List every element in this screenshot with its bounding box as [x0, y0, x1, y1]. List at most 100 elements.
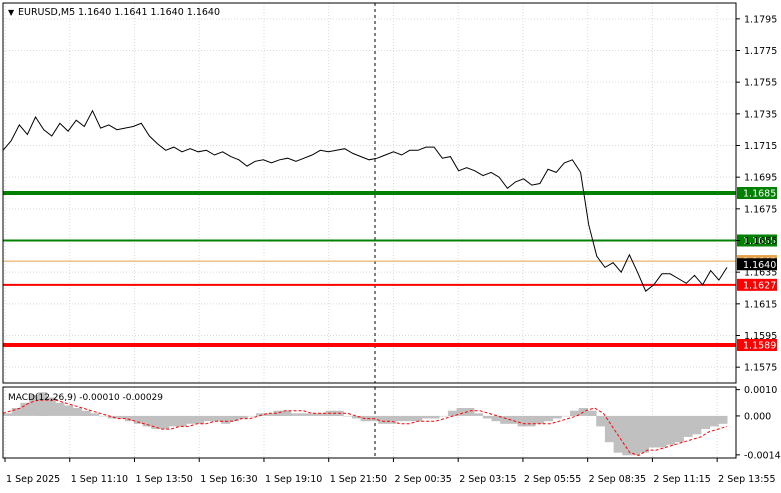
- macd-hist-bar: [543, 415, 553, 422]
- macd-hist-bar: [639, 415, 649, 453]
- macd-hist-bar: [683, 415, 693, 437]
- level-tag: [737, 258, 777, 271]
- macd-hist-bar: [631, 415, 641, 456]
- y-tick-label: 1.1755: [744, 78, 777, 89]
- y-tick-label: 1.1595: [744, 331, 777, 342]
- macd-hist-bar: [561, 415, 571, 417]
- macd-hist-bar: [718, 415, 728, 424]
- macd-hist-bar: [622, 415, 632, 456]
- macd-hist-bar: [72, 408, 82, 416]
- x-tick-label: 2 Sep 03:15: [459, 474, 516, 485]
- macd-hist-bar: [264, 413, 274, 416]
- x-tick-label: 1 Sep 11:10: [71, 474, 128, 485]
- macd-y-tick-label: 0.0010: [744, 385, 777, 396]
- macd-hist-bar: [46, 397, 56, 416]
- level-tag-label: 1.1685: [743, 189, 776, 200]
- macd-hist-bar: [282, 410, 292, 416]
- macd-hist-bar: [212, 415, 222, 422]
- macd-hist-bar: [613, 415, 623, 453]
- macd-hist-bar: [299, 413, 309, 416]
- macd-hist-bar: [709, 415, 719, 427]
- macd-hist-bar: [3, 413, 13, 416]
- x-tick-label: 1 Sep 16:30: [200, 474, 257, 485]
- macd-hist-bar: [517, 415, 527, 427]
- macd-panel-border: [2, 386, 737, 459]
- macd-hist-bar: [421, 415, 431, 419]
- macd-hist-bar: [64, 405, 74, 416]
- macd-hist-bar: [665, 415, 676, 445]
- macd-y-tick-label: 0.000: [744, 411, 771, 422]
- y-tick-label: 1.1655: [744, 236, 777, 247]
- macd-hist-bar: [55, 402, 65, 416]
- macd-hist-bar: [99, 415, 109, 417]
- axis-labels: 1 Sep 2025 1 Sep 11:10 1 Sep 13:50 1 Sep 16…: [4, 14, 781, 485]
- macd-hist-bar: [413, 415, 423, 422]
- macd-hist-bar: [256, 413, 266, 416]
- x-tick-label: 1 Sep 21:50: [330, 474, 387, 485]
- macd-hist-bar: [273, 410, 283, 416]
- y-tick-label: 1.1575: [744, 363, 777, 374]
- macd-hist-bar: [386, 415, 396, 424]
- macd-hist-bar: [526, 415, 536, 427]
- x-tick-label: 2 Sep 00:35: [394, 474, 451, 485]
- macd-hist-bar: [81, 410, 91, 416]
- chart-symbol-arrow[interactable]: ▼: [8, 8, 15, 17]
- macd-hist-bar: [474, 413, 484, 416]
- macd-hist-bar: [308, 413, 318, 416]
- macd-hist-bar: [648, 415, 658, 448]
- level-tag-label: 1.1655: [743, 236, 776, 247]
- macd-hist-bar: [229, 415, 239, 422]
- macd-label: MACD(12,26,9) -0.00010 -0.00029: [8, 393, 163, 403]
- macd-hist-bar: [317, 413, 327, 416]
- macd-hist-bar: [535, 415, 545, 424]
- macd-hist-bar: [194, 415, 205, 424]
- macd-hist-bar: [552, 415, 562, 419]
- macd-hist-bar: [37, 392, 48, 416]
- x-tick-label: 1 Sep 2025: [6, 474, 60, 485]
- x-tick-label: 1 Sep 13:50: [135, 474, 192, 485]
- macd-hist-bar: [456, 408, 466, 416]
- x-tick-label: 1 Sep 19:10: [265, 474, 322, 485]
- macd-hist-bar: [151, 415, 161, 429]
- y-tick-label: 1.1615: [744, 299, 777, 310]
- macd-hist-bar: [160, 415, 170, 429]
- macd-hist-bar: [247, 415, 257, 417]
- macd-y-tick-label: -0.00148: [744, 450, 781, 461]
- y-tick-label: 1.1715: [744, 141, 777, 152]
- y-tick-label: 1.1675: [744, 204, 777, 215]
- grid: [3, 3, 736, 458]
- macd-hist-bar: [133, 415, 143, 424]
- macd-hist-bar: [378, 415, 388, 424]
- macd-hist-bar: [430, 415, 440, 419]
- x-tick-label: 2 Sep 13:55: [718, 474, 775, 485]
- y-tick-label: 1.1775: [744, 46, 777, 57]
- macd-hist-bar: [20, 402, 30, 416]
- macd-hist-bar: [203, 415, 213, 422]
- macd-hist-bar: [90, 413, 100, 416]
- macd-signal-line: [2, 399, 728, 456]
- level-tag-label: 1.1589: [743, 341, 776, 352]
- macd-hist-bar: [596, 415, 606, 427]
- macd-hist-bar: [604, 415, 615, 443]
- level-tag-label: 1.1640: [743, 260, 776, 271]
- macd-hist-bar: [395, 415, 405, 422]
- macd-hist-bar: [692, 415, 702, 435]
- chart-symbol: EURUSD,M5: [18, 7, 75, 18]
- macd-hist-bar: [482, 415, 492, 419]
- level-tag: [737, 278, 777, 291]
- x-tick-label: 2 Sep 08:35: [589, 474, 646, 485]
- level-tag-label: 1.1627: [743, 280, 776, 291]
- macd-hist-bar: [116, 415, 126, 419]
- chart-ohlc: 1.1640 1.1641 1.1640 1.1640: [78, 7, 220, 18]
- macd-hist-bar: [238, 415, 248, 419]
- macd-hist-bar: [125, 415, 135, 422]
- y-tick-label: 1.1635: [744, 268, 777, 279]
- macd-hist-bar: [508, 415, 519, 424]
- macd-hist-bar: [290, 413, 301, 416]
- y-tick-label: 1.1695: [744, 173, 777, 184]
- price-line: [2, 109, 728, 292]
- macd-hist-bar: [186, 415, 196, 424]
